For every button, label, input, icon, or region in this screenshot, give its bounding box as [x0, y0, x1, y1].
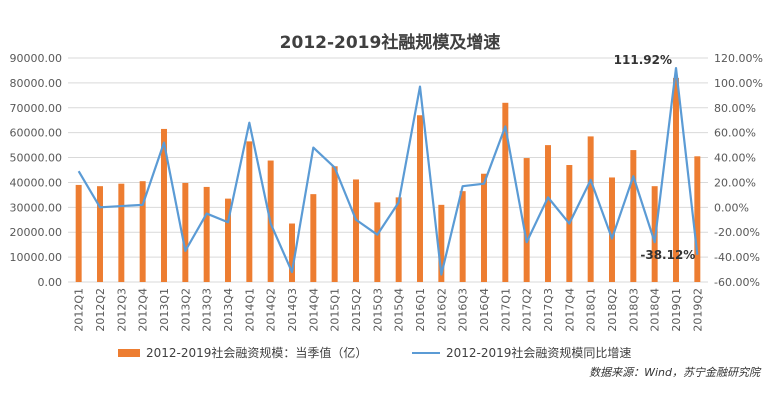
legend-bar-label: 2012-2019社会融资规模：当季值（亿） [146, 346, 368, 360]
bar [97, 186, 103, 282]
y-left-tick-label: 80000.00 [10, 77, 63, 90]
x-tick-label: 2014Q1 [243, 288, 256, 332]
bar [630, 150, 637, 282]
bar [523, 158, 530, 282]
bar [502, 102, 509, 282]
y-right-tick-label: 80.00% [714, 102, 756, 115]
x-tick-label: 2012Q2 [94, 288, 107, 332]
source-note: 数据来源：Wind，苏宁金融研究院 [589, 366, 760, 379]
bar [289, 223, 295, 282]
x-tick-label: 2015Q3 [371, 288, 384, 332]
y-right-tick-label: -20.00% [714, 226, 760, 239]
y-right-tick-label: -60.00% [714, 276, 760, 289]
x-tick-label: 2013Q3 [201, 288, 214, 332]
x-tick-label: 2016Q3 [457, 288, 470, 332]
bar [374, 202, 381, 282]
y-right-tick-label: -40.00% [714, 251, 760, 264]
x-tick-label: 2018Q1 [585, 288, 598, 332]
y-left-tick-label: 20000.00 [10, 226, 63, 239]
x-tick-label: 2014Q3 [286, 288, 299, 332]
bar [459, 191, 466, 282]
x-tick-label: 2018Q4 [649, 288, 662, 332]
x-tick-label: 2015Q2 [350, 288, 363, 332]
legend-item-bar: 2012-2019社会融资规模：当季值（亿） [118, 344, 367, 361]
bar [587, 136, 594, 282]
bar [438, 204, 445, 282]
x-tick-label: 2014Q4 [307, 288, 320, 332]
y-right-tick-label: 60.00% [714, 127, 756, 140]
x-tick-label: 2013Q4 [222, 288, 235, 332]
bar [161, 128, 167, 282]
x-tick-label: 2017Q2 [521, 288, 534, 332]
bar [609, 177, 615, 282]
x-tick-label: 2017Q3 [542, 288, 555, 332]
growth-line [77, 66, 699, 276]
y-right-tick-label: 100.00% [714, 77, 763, 90]
x-tick-label: 2016Q2 [435, 288, 448, 332]
y-left-tick-label: 50000.00 [10, 152, 63, 165]
legend-item-line: 2012-2019社会融资规模同比增速 [412, 344, 631, 361]
y-left-tick-label: 60000.00 [10, 127, 63, 140]
bar [353, 179, 359, 282]
bar [182, 182, 189, 282]
bar [139, 181, 146, 282]
x-tick-label: 2012Q3 [115, 288, 128, 332]
bar [75, 184, 82, 282]
x-tick-label: 2016Q4 [478, 288, 491, 332]
annotation-peak: 111.92% [614, 53, 672, 67]
bar [118, 183, 125, 282]
x-tick-label: 2019Q2 [691, 288, 704, 332]
bar [203, 186, 210, 282]
bar [331, 166, 338, 282]
y-right-tick-label: 120.00% [714, 52, 763, 65]
x-tick-label: 2019Q1 [670, 288, 683, 332]
y-left-tick-label: 90000.00 [10, 52, 63, 65]
bar [673, 77, 679, 283]
y-right-tick-label: 20.00% [714, 176, 756, 189]
y-left-tick-label: 70000.00 [10, 102, 63, 115]
legend-bar-swatch [118, 348, 140, 357]
x-tick-label: 2012Q4 [137, 288, 150, 332]
x-tick-label: 2015Q4 [393, 288, 406, 332]
x-tick-label: 2014Q2 [265, 288, 278, 332]
x-tick-label: 2016Q1 [414, 288, 427, 332]
x-tick-label: 2012Q1 [73, 288, 86, 332]
y-left-tick-label: 10000.00 [10, 251, 63, 264]
y-right-tick-label: 0.00% [714, 201, 749, 214]
x-tick-label: 2018Q3 [627, 288, 640, 332]
bar [395, 197, 402, 282]
annotation-last: -38.12% [640, 248, 695, 262]
y-left-tick-label: 0.00 [38, 276, 63, 289]
x-tick-label: 2017Q1 [499, 288, 512, 332]
chart-title: 2012-2019社融规模及增速 [279, 33, 501, 53]
legend-line-label: 2012-2019社会融资规模同比增速 [446, 346, 632, 360]
x-tick-label: 2018Q2 [606, 288, 619, 332]
bar [545, 145, 551, 282]
bar [310, 194, 317, 282]
x-tick-label: 2013Q1 [158, 288, 171, 332]
bar [694, 156, 701, 282]
bar [481, 173, 487, 282]
y-left-tick-label: 30000.00 [10, 201, 63, 214]
x-tick-label: 2017Q4 [563, 288, 576, 332]
bar [225, 198, 231, 282]
x-tick-label: 2013Q2 [179, 288, 192, 332]
legend-line-swatch [412, 351, 440, 354]
x-tick-label: 2015Q1 [329, 288, 342, 332]
y-right-tick-label: 40.00% [714, 152, 756, 165]
bar [246, 141, 253, 282]
bar [417, 115, 423, 282]
y-left-tick-label: 40000.00 [10, 176, 63, 189]
